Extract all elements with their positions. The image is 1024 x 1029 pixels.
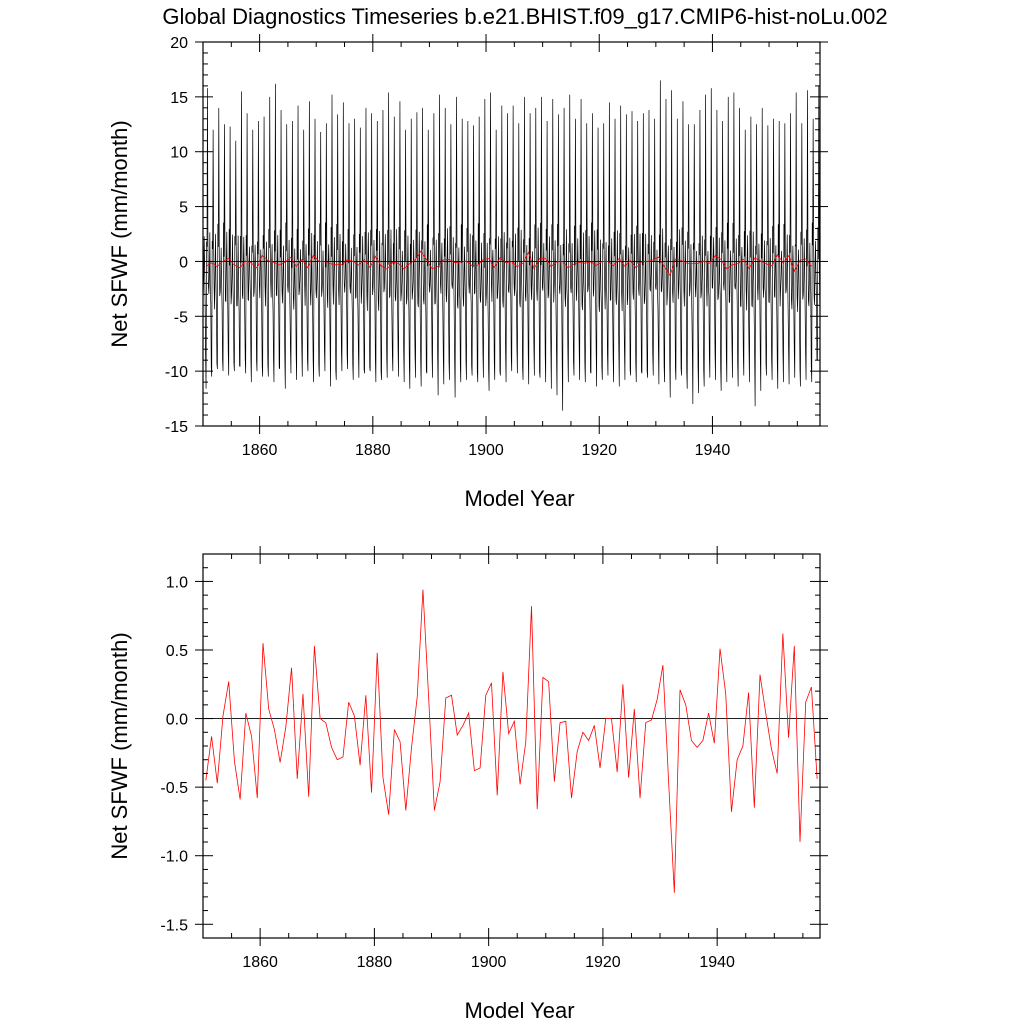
x-tick-label: 1900: [468, 442, 504, 459]
x-tick-label: 1940: [695, 442, 731, 459]
x-tick-label: 1860: [242, 442, 278, 459]
y-tick-label: 10: [170, 145, 188, 162]
plot-frame: [202, 41, 821, 427]
y-tick-label: -1.0: [160, 849, 188, 866]
y-axis-title: Net SFWF (mm/month): [107, 120, 132, 347]
annual-mean-series-line: [205, 250, 812, 277]
top-panel: 1860 1880 1900 1920 1940 -15 -10 -5 0 5 10 15 20 Mode…: [107, 34, 828, 511]
y-tick-label: 15: [170, 90, 188, 107]
bottom-panel: 1860 1880 1900 1920 1940 -1.5 -1.0 -0.5 0.0 0.5 1.…: [107, 546, 828, 1023]
y-tick-label: -5: [174, 309, 188, 326]
y-tick-label: 0.5: [166, 643, 188, 660]
y-tick-label: 20: [170, 35, 188, 52]
x-tick-label: 1900: [471, 954, 507, 971]
y-tick-label: 1.0: [166, 574, 188, 591]
x-axis-title: Model Year: [464, 998, 574, 1023]
x-tick-label: 1860: [242, 954, 278, 971]
x-tick-label: 1880: [355, 442, 391, 459]
x-axis-title: Model Year: [464, 486, 574, 511]
chart-title: Global Diagnostics Timeseries b.e21.BHIS…: [162, 4, 887, 29]
x-tick-label: 1920: [585, 954, 621, 971]
x-tick-label: 1880: [357, 954, 393, 971]
x-tick-label: 1920: [581, 442, 617, 459]
x-tick-label: 1940: [699, 954, 735, 971]
annual-mean-series-line: [205, 589, 818, 893]
y-tick-label: -15: [165, 419, 188, 436]
y-tick-label: -1.5: [160, 917, 188, 934]
y-tick-label: -0.5: [160, 780, 188, 797]
y-tick-label: 0.0: [166, 712, 188, 729]
y-axis-title: Net SFWF (mm/month): [107, 632, 132, 859]
y-tick-label: 5: [179, 200, 188, 217]
y-tick-label: -10: [165, 364, 188, 381]
y-tick-label: 0: [179, 254, 188, 271]
monthly-series-line: [203, 80, 820, 411]
